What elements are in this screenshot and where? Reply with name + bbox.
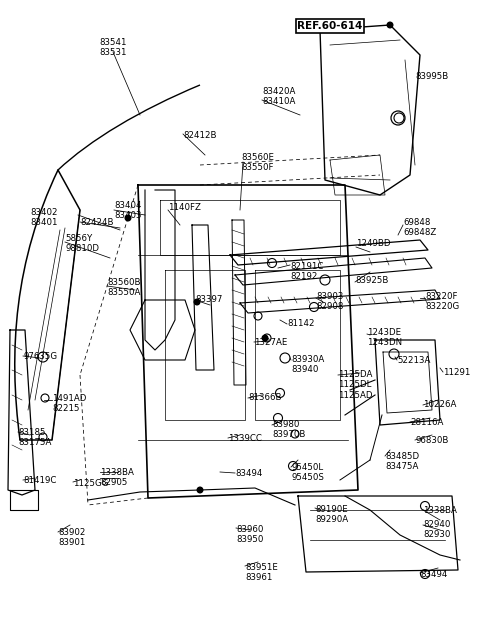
- Circle shape: [262, 335, 268, 341]
- Text: 83903
82908: 83903 82908: [316, 292, 343, 311]
- Text: 52213A: 52213A: [397, 356, 431, 365]
- Text: 83541
83531: 83541 83531: [99, 38, 127, 58]
- Text: 83980
83970B: 83980 83970B: [272, 420, 305, 439]
- Text: 89190E
89290A: 89190E 89290A: [315, 505, 348, 524]
- Text: REF.60-614: REF.60-614: [297, 21, 363, 31]
- Text: 1338BA: 1338BA: [423, 506, 457, 515]
- Text: 83902
83901: 83902 83901: [58, 528, 85, 547]
- Text: 83485D
83475A: 83485D 83475A: [385, 452, 419, 472]
- Text: 1243DE
1243DN: 1243DE 1243DN: [367, 328, 402, 347]
- Text: 83185
83175A: 83185 83175A: [18, 428, 51, 448]
- Text: 83995B: 83995B: [415, 72, 448, 81]
- Text: 83930A
83940: 83930A 83940: [291, 355, 324, 374]
- Text: 82940
82930: 82940 82930: [423, 520, 450, 539]
- Text: 1249BD: 1249BD: [356, 239, 391, 248]
- Text: 96830B: 96830B: [415, 436, 448, 445]
- Text: 83951E
83961: 83951E 83961: [245, 563, 278, 582]
- Text: 83420A
83410A: 83420A 83410A: [262, 87, 295, 106]
- Text: 82191C
82192: 82191C 82192: [290, 262, 324, 282]
- Text: 83560E
83550F: 83560E 83550F: [241, 153, 274, 173]
- Circle shape: [387, 22, 393, 28]
- Text: 5856Y
98810D: 5856Y 98810D: [65, 234, 99, 253]
- Circle shape: [197, 487, 203, 493]
- Text: 82412B: 82412B: [183, 131, 216, 140]
- Text: 81419C: 81419C: [23, 476, 56, 485]
- Text: 83404
83403: 83404 83403: [114, 201, 142, 220]
- Text: 82424B: 82424B: [80, 218, 113, 227]
- Text: 1327AE: 1327AE: [254, 338, 288, 347]
- Text: 95450L
95450S: 95450L 95450S: [291, 463, 324, 482]
- Text: 83960
83950: 83960 83950: [236, 525, 264, 544]
- Text: 81366B: 81366B: [248, 393, 281, 402]
- Text: 1338BA
82905: 1338BA 82905: [100, 468, 134, 487]
- Text: 83220F
83220G: 83220F 83220G: [425, 292, 459, 311]
- Text: 1339CC: 1339CC: [228, 434, 262, 443]
- Text: 69848
69848Z: 69848 69848Z: [403, 218, 436, 238]
- Text: 83494: 83494: [235, 469, 263, 478]
- Text: 28116A: 28116A: [410, 418, 444, 427]
- Text: 97635G: 97635G: [23, 352, 57, 361]
- Text: 1491AD
82215: 1491AD 82215: [52, 394, 86, 413]
- Text: 1125GG: 1125GG: [73, 479, 108, 488]
- Text: 83925B: 83925B: [355, 276, 388, 285]
- Text: 1140FZ: 1140FZ: [168, 203, 201, 212]
- Text: 1125DA
1125DL
1125AD: 1125DA 1125DL 1125AD: [338, 370, 372, 400]
- Text: 83494: 83494: [420, 570, 447, 579]
- Text: 81142: 81142: [287, 319, 314, 328]
- Circle shape: [194, 299, 200, 305]
- Text: 83402
83401: 83402 83401: [30, 208, 58, 227]
- Text: 11291: 11291: [443, 368, 470, 377]
- Text: 10226A: 10226A: [423, 400, 456, 409]
- Text: 83560B
83550A: 83560B 83550A: [107, 278, 141, 297]
- Circle shape: [125, 215, 131, 221]
- Text: 83397: 83397: [195, 295, 222, 304]
